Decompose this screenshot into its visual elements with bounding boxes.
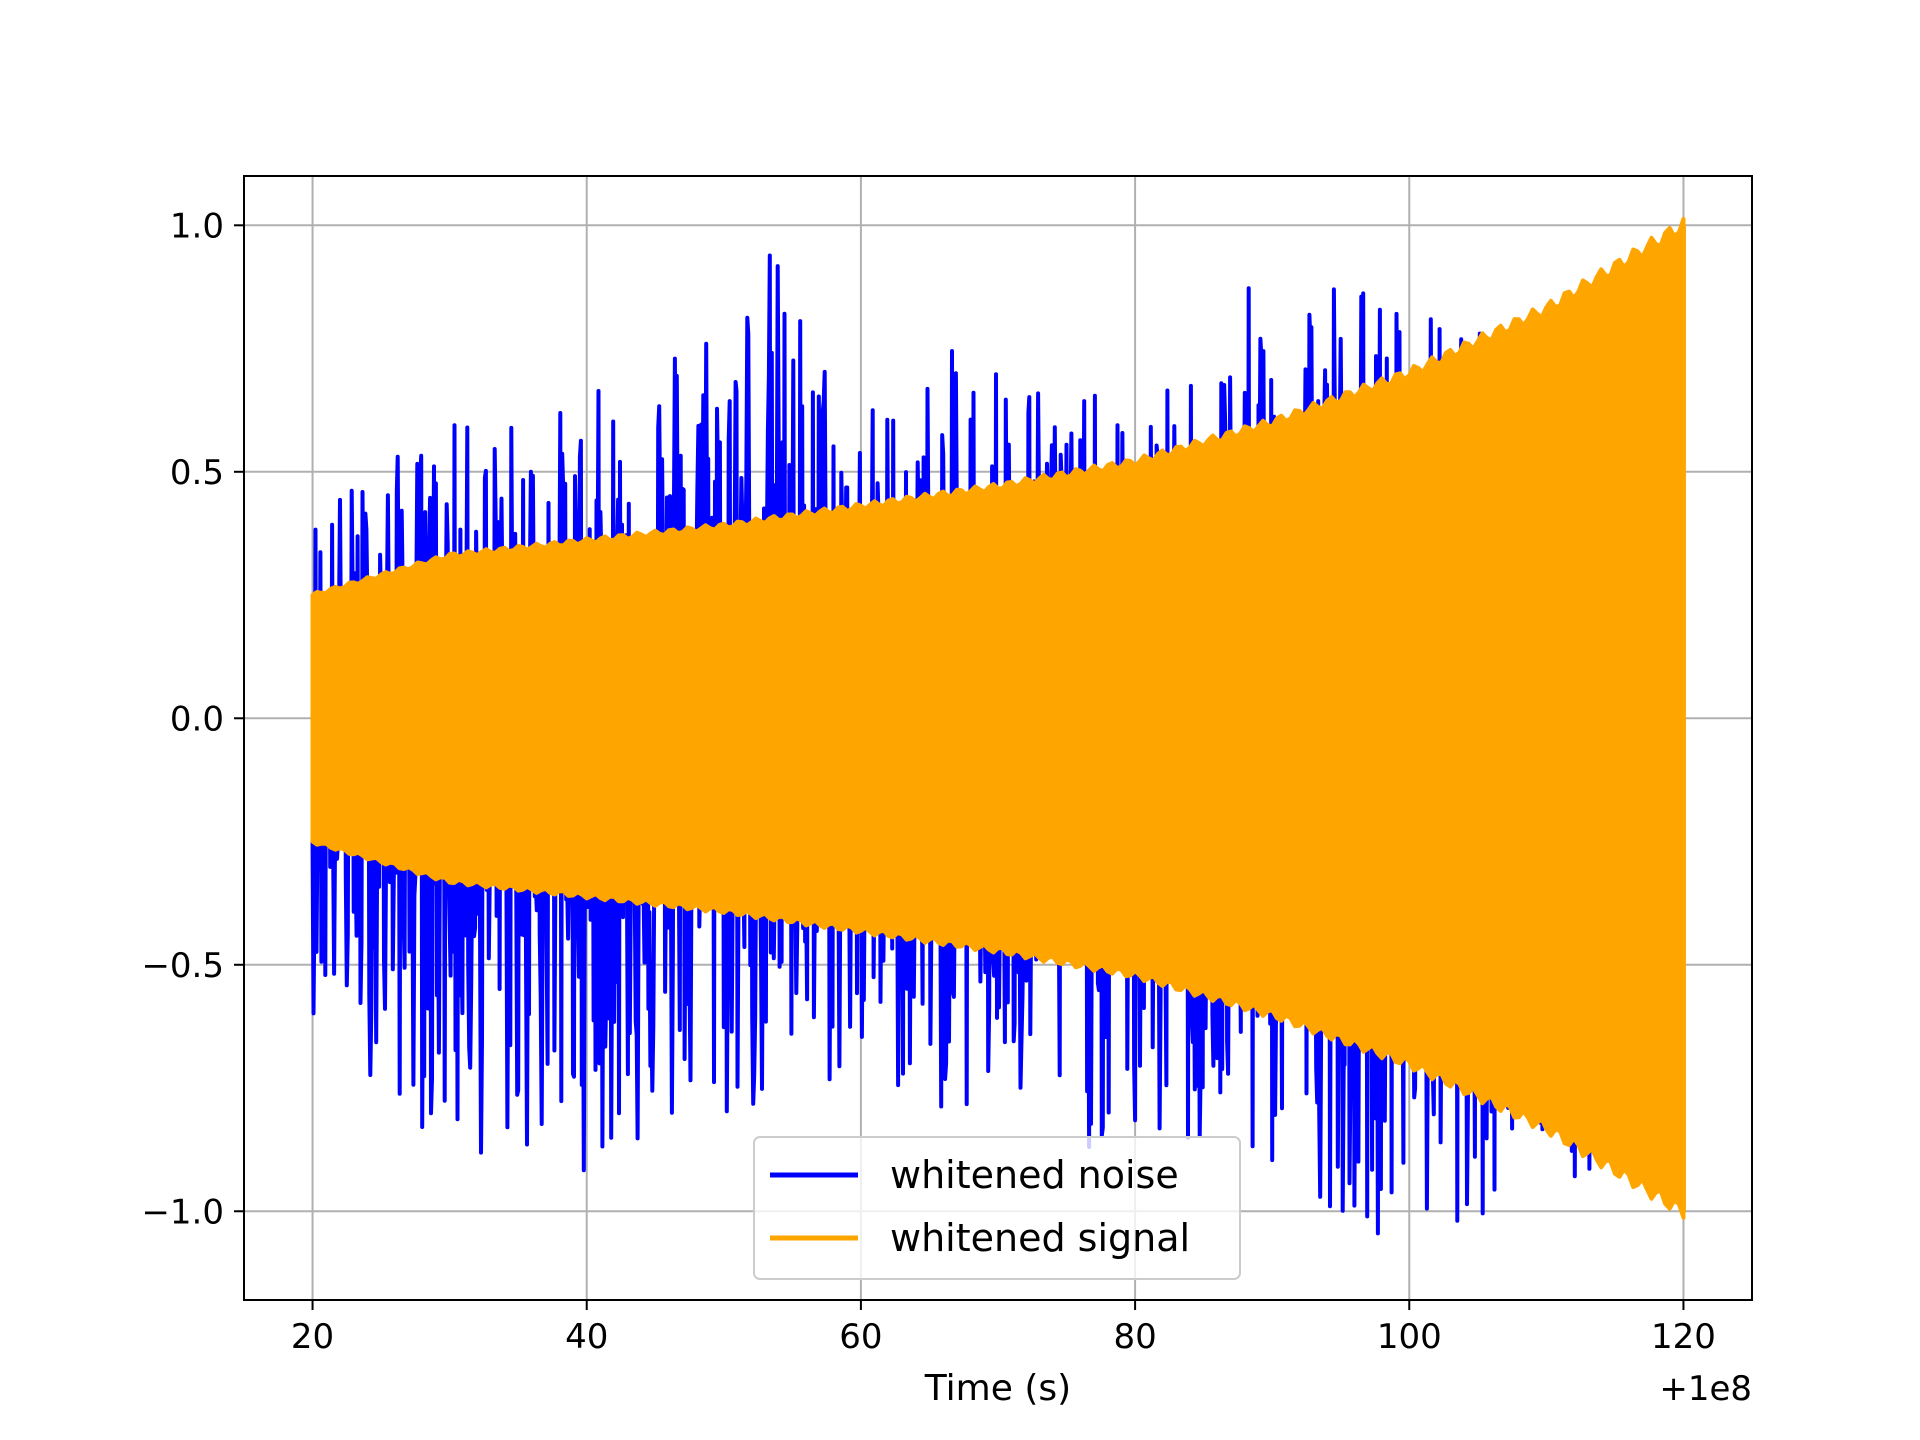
series-whitened-signal <box>310 216 1686 1220</box>
legend-label-signal: whitened signal <box>890 1216 1190 1260</box>
plot-frame <box>243 175 1753 1301</box>
y-tick-label: 1.0 <box>170 206 224 246</box>
x-tick-label: 120 <box>1651 1317 1716 1357</box>
x-axis-label: Time (s) <box>924 1368 1071 1409</box>
x-tick-label: 40 <box>565 1317 608 1357</box>
y-tick-label: 0.0 <box>170 699 224 739</box>
ticks: 20 40 60 80 100 120 −1.0 −0.5 0.0 0.5 1.0 <box>141 206 1715 1357</box>
signal-envelope <box>310 216 1686 1220</box>
x-tick-label: 20 <box>291 1317 334 1357</box>
series-layer <box>310 216 1686 1236</box>
x-tick-label: 100 <box>1377 1317 1442 1357</box>
legend-box <box>753 1136 1241 1280</box>
legend: whitened noise whitened signal <box>753 1136 1241 1280</box>
x-offset-label: +1e8 <box>1659 1369 1752 1409</box>
x-tick-label: 80 <box>1113 1317 1156 1357</box>
y-tick-label: 0.5 <box>170 453 224 493</box>
y-tick-label: −0.5 <box>141 946 224 986</box>
x-tick-label: 60 <box>839 1317 882 1357</box>
legend-label-noise: whitened noise <box>890 1153 1179 1197</box>
y-tick-label: −1.0 <box>141 1192 224 1232</box>
